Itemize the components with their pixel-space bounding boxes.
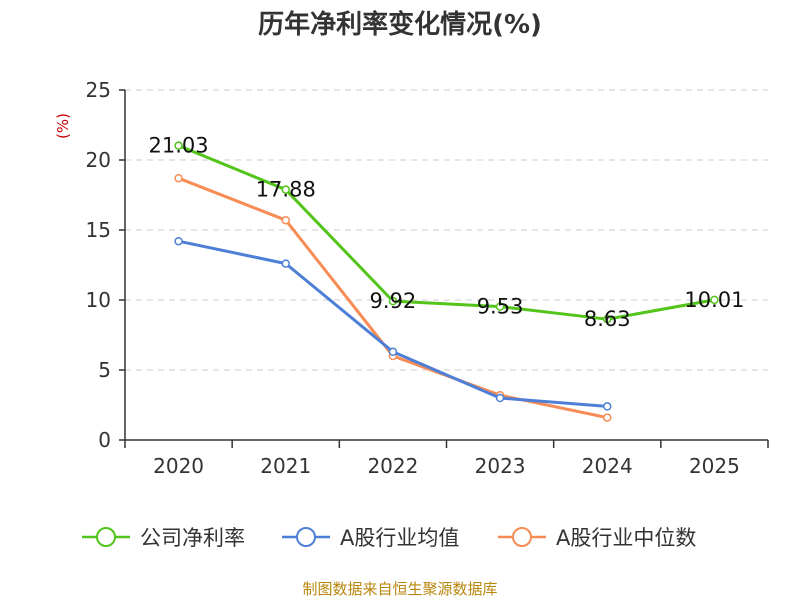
chart-title: 历年净利率变化情况(%) xyxy=(258,9,542,40)
legend[interactable]: 公司净利率 A股行业均值 A股行业中位数 xyxy=(82,526,696,550)
data-label-2021: 17.88 xyxy=(256,178,316,202)
series-1-point-2022[interactable] xyxy=(388,296,398,306)
series-lines xyxy=(174,141,719,422)
y-tick-label: 25 xyxy=(86,78,111,102)
legend-item-1[interactable]: 公司净利率 xyxy=(82,526,245,550)
series-1-point-2023[interactable] xyxy=(495,302,505,311)
legend-item-2[interactable]: A股行业均值 xyxy=(282,526,459,550)
x-tick-label-2023: 2023 xyxy=(475,454,526,478)
series-2-point-2022[interactable] xyxy=(388,347,398,357)
y-tick-label: 0 xyxy=(98,428,111,452)
y-tick-label: 5 xyxy=(98,358,111,382)
legend-label: 公司净利率 xyxy=(140,526,245,550)
series-1-point-2024[interactable] xyxy=(603,314,612,324)
x-tick-label-2021: 2021 xyxy=(260,454,311,478)
legend-swatch-marker xyxy=(96,527,116,547)
series-1-point-2025[interactable] xyxy=(710,295,719,305)
source-attribution: 制图数据来自恒生聚源数据库 xyxy=(302,580,497,598)
data-label-2024: 8.63 xyxy=(584,307,631,331)
x-tick-label-2020: 2020 xyxy=(153,454,204,478)
legend-label: A股行业均值 xyxy=(340,526,459,550)
series-3-point-2020[interactable] xyxy=(174,173,183,183)
y-axis-unit-label: (%) xyxy=(54,113,72,139)
legend-swatch-marker xyxy=(296,527,316,547)
legend-item-3[interactable]: A股行业中位数 xyxy=(498,526,696,550)
data-labels: 21.03 17.88 9.92 9.53 8.63 10.01 xyxy=(149,134,745,332)
x-tick-label-2022: 2022 xyxy=(367,454,418,478)
series-line-1 xyxy=(178,144,715,321)
series-1-point-2021[interactable] xyxy=(281,185,290,194)
grid-lines xyxy=(125,89,768,371)
data-label-2022: 9.92 xyxy=(370,289,417,313)
x-tick-label-2024: 2024 xyxy=(582,454,633,478)
series-1-point-2020[interactable] xyxy=(174,141,183,150)
data-label-2020: 21.03 xyxy=(149,134,209,158)
series-2-point-2020[interactable] xyxy=(174,236,183,246)
legend-swatch-marker xyxy=(512,527,532,547)
y-tick-label: 15 xyxy=(86,218,111,242)
legend-label: A股行业中位数 xyxy=(556,526,696,550)
data-label-2023: 9.53 xyxy=(477,295,524,319)
series-3-point-2024[interactable] xyxy=(603,413,612,422)
series-2-point-2023[interactable] xyxy=(495,393,505,403)
series-2-point-2024[interactable] xyxy=(603,402,612,411)
series-2-point-2021[interactable] xyxy=(281,259,290,268)
y-tick-label: 20 xyxy=(86,148,111,172)
series-3-point-2021[interactable] xyxy=(281,215,290,225)
data-label-2025: 10.01 xyxy=(684,288,744,312)
x-tick-label-2025: 2025 xyxy=(689,454,740,478)
y-tick-label: 10 xyxy=(86,288,111,312)
series-line-2 xyxy=(178,239,608,408)
